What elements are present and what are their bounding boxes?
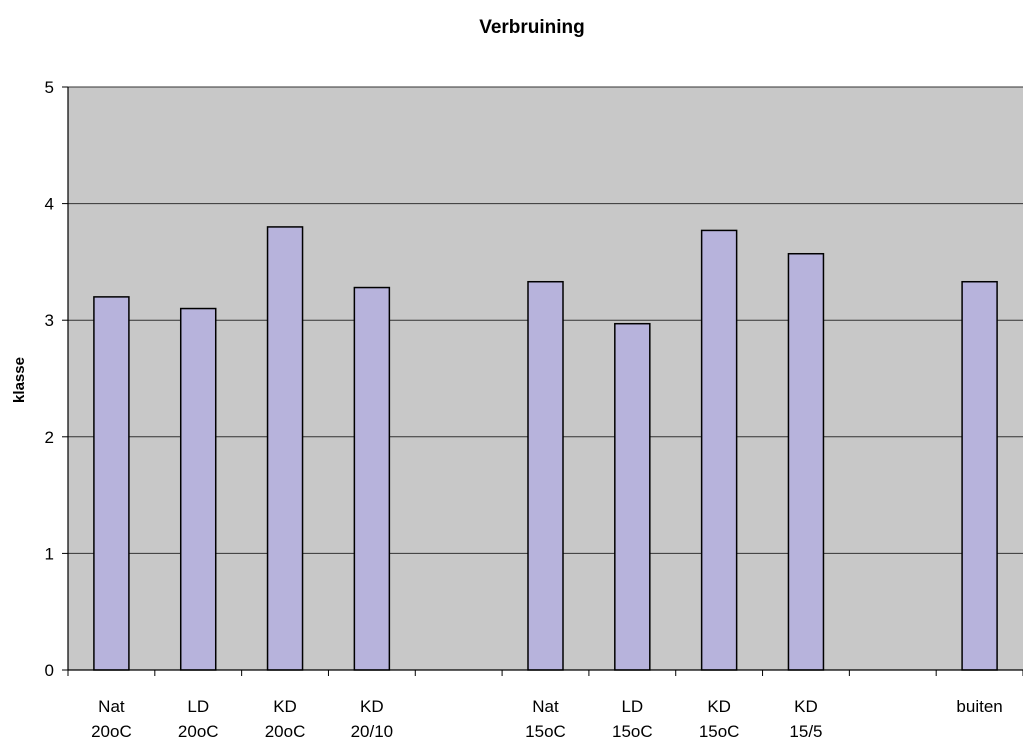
x-tick-label: Nat (98, 697, 125, 716)
bar (961, 280, 998, 671)
x-tick-label: 15oC (699, 722, 740, 741)
chart-title: Verbruining (479, 17, 585, 38)
x-tick-label: LD (621, 697, 643, 716)
x-tick-label: KD (273, 697, 297, 716)
x-tick-label: Nat (532, 697, 559, 716)
x-tick-label: 15/5 (789, 722, 822, 741)
y-tick-label: 1 (45, 544, 54, 563)
x-tick-label: 20oC (178, 722, 219, 741)
bar (700, 229, 738, 671)
y-tick-label: 2 (45, 428, 54, 447)
y-tick-label: 4 (45, 195, 54, 214)
x-tick-label: KD (360, 697, 384, 716)
y-tick-labels: 0 1 2 3 4 5 (45, 78, 54, 680)
x-tick-labels: Nat 20oC LD 20oC KD 20oC KD 20/10 Nat 15oC LD 15oC K… (91, 697, 1003, 741)
y-axis-label: klasse (11, 357, 28, 403)
bar (179, 307, 217, 671)
x-tick-label: LD (187, 697, 209, 716)
x-tick-label: KD (707, 697, 731, 716)
x-tick-label: 20oC (265, 722, 306, 741)
x-tick-label: 15oC (525, 722, 566, 741)
axes (62, 86, 1023, 676)
y-tick-label: 3 (45, 311, 54, 330)
bars (93, 226, 998, 671)
x-tick-label: 20/10 (351, 722, 394, 741)
bar (353, 286, 391, 671)
bar (93, 296, 130, 671)
bar (527, 280, 564, 671)
x-tick-label: KD (794, 697, 818, 716)
x-tick-label: buiten (956, 697, 1002, 716)
x-tick-label: 20oC (91, 722, 132, 741)
y-tick-label: 5 (45, 78, 54, 97)
y-tick-label: 0 (45, 661, 54, 680)
bar (614, 322, 651, 671)
bar (266, 226, 304, 671)
x-tick-label: 15oC (612, 722, 653, 741)
bar (787, 252, 825, 671)
